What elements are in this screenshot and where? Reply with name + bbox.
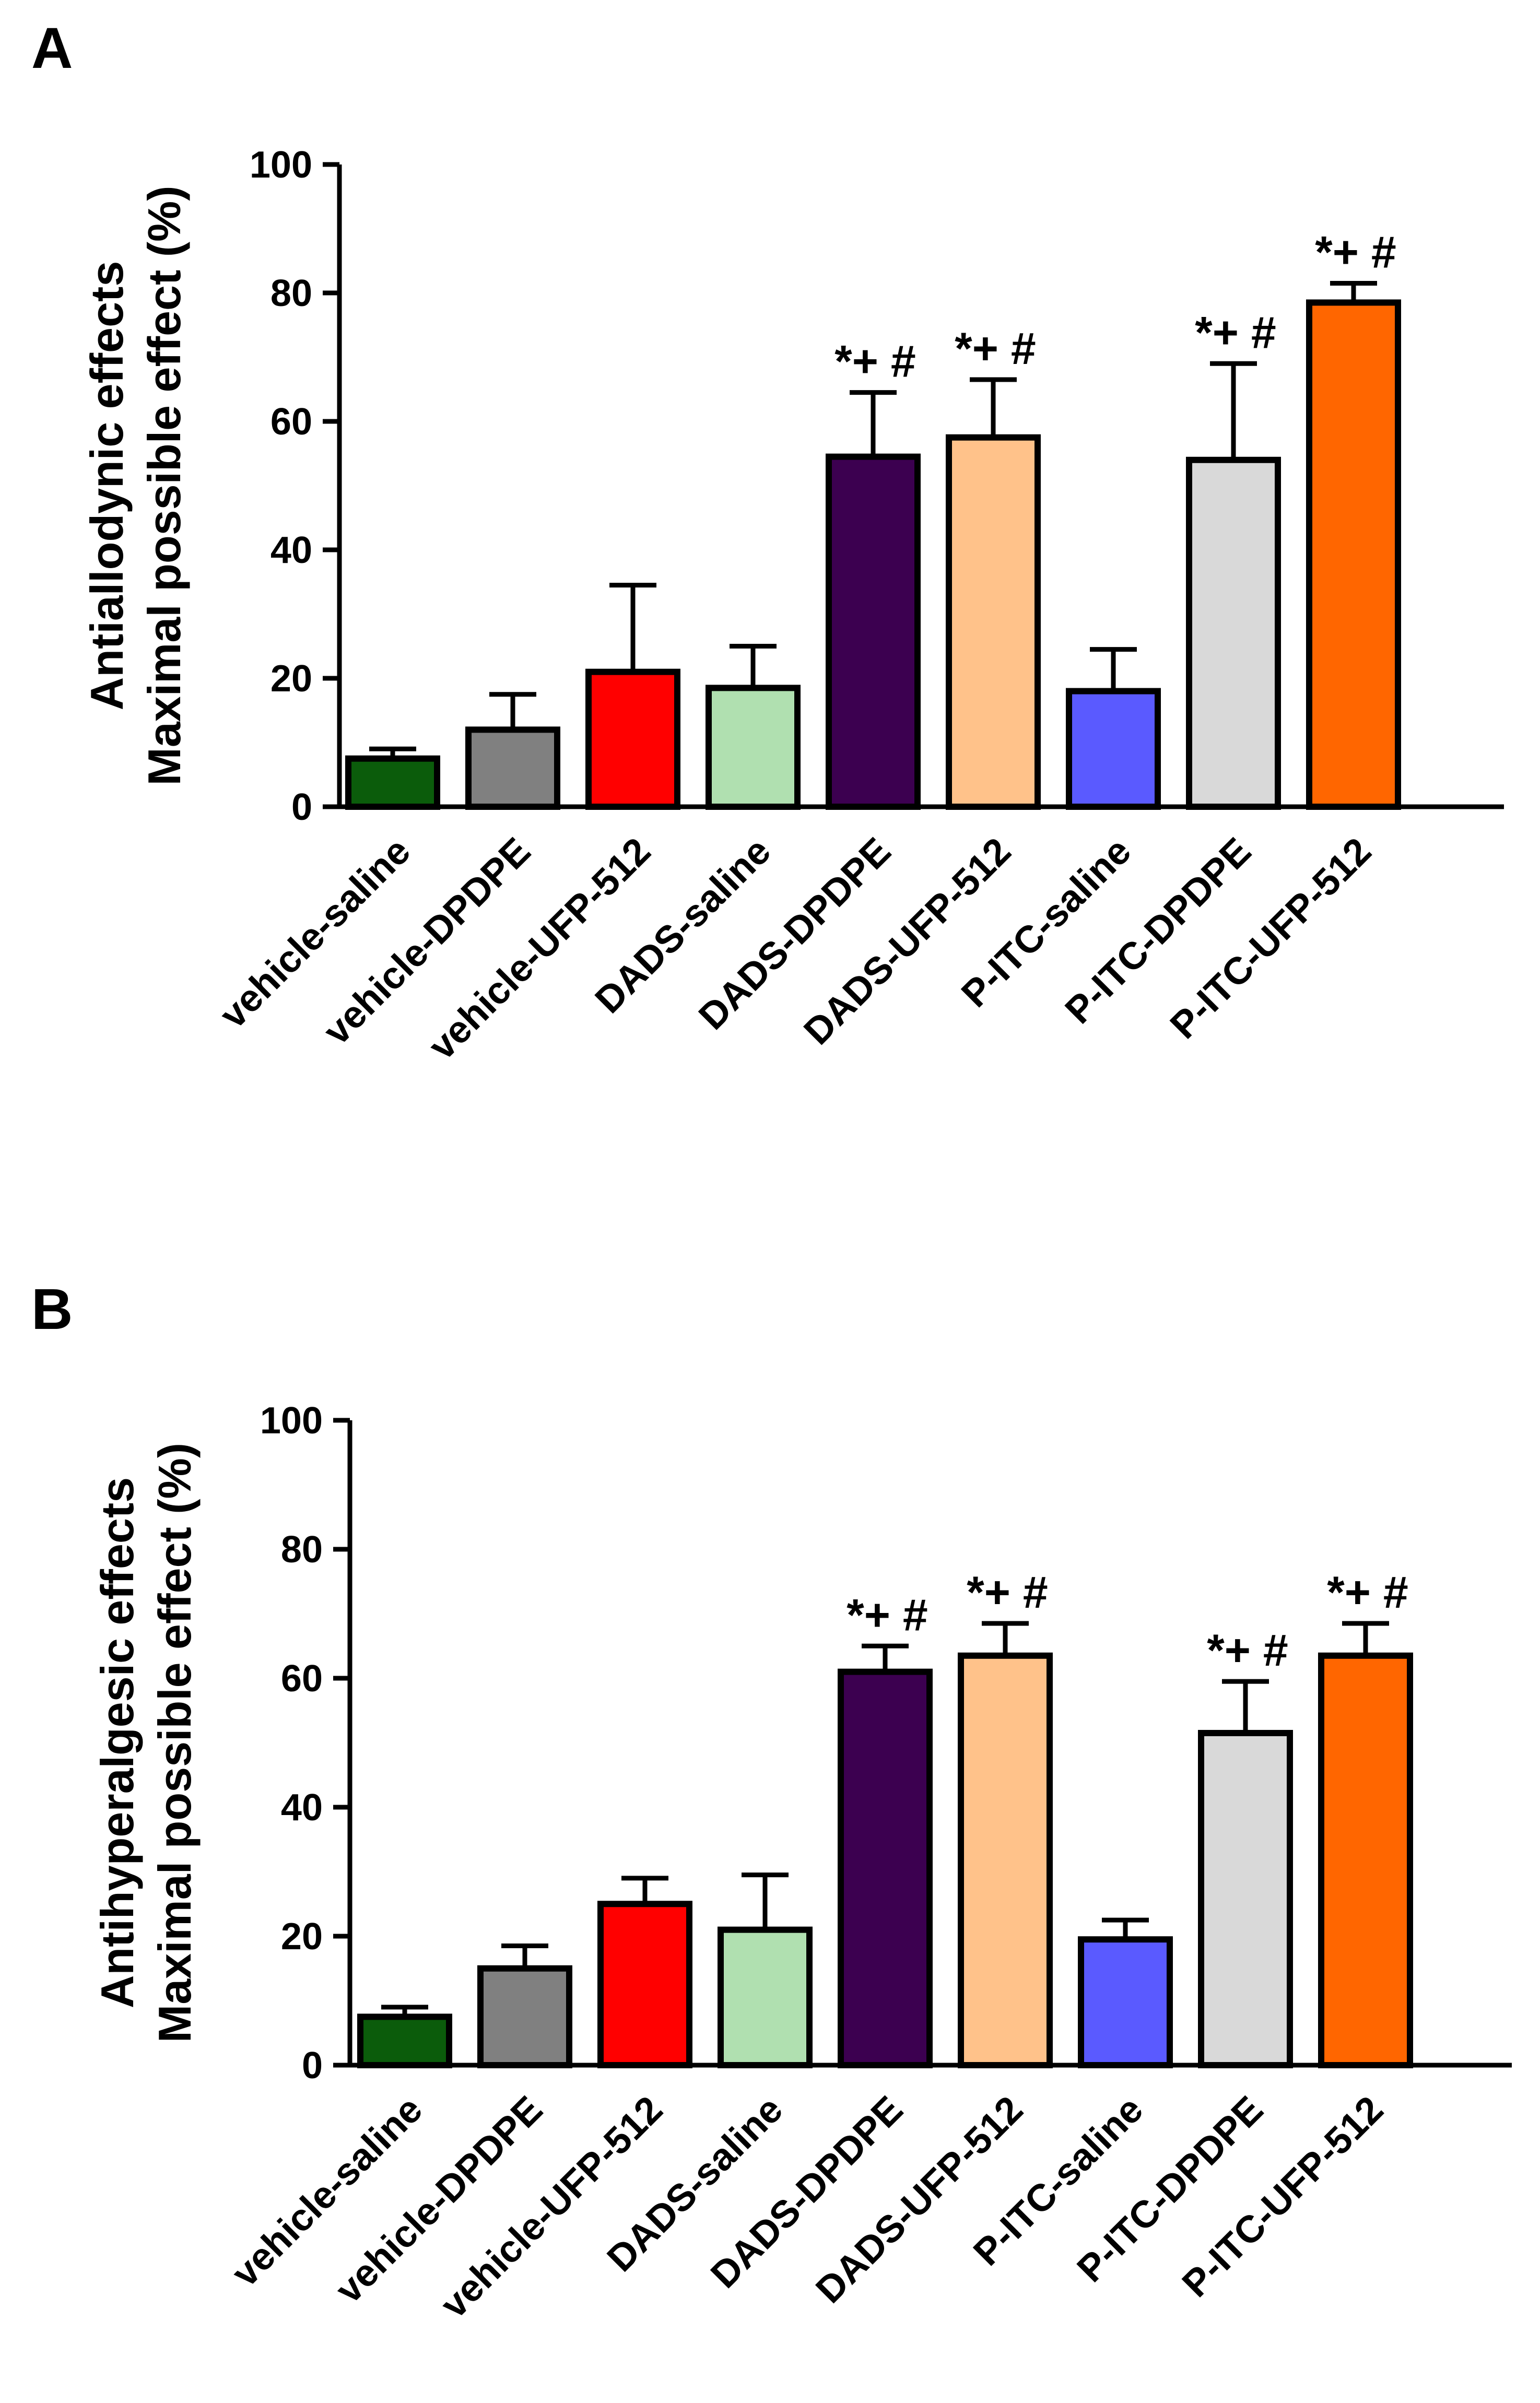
bar-DADS-saline [706,685,801,810]
y-axis-label-line-2: Maximal possible effect (%) [149,1443,201,2043]
bar-vehicle-DPDPE [477,1965,572,2068]
significance-DADS-DPDPE: *+ # [834,337,915,387]
bar-DADS-saline [718,1926,813,2068]
y-tick-label-0: 0 [302,2045,323,2087]
y-tick-label-20: 20 [271,658,312,700]
x-tick-label-DADS-UFP-512: DADS-UFP-512 [808,2088,1031,2311]
y-tick-label-80: 80 [281,1529,323,1571]
y-axis-label-line-1: Antiallodynic effects [81,261,133,711]
panel-letter-a: A [31,16,73,80]
significance-DADS-UFP-512: *+ # [955,324,1036,374]
bar-DADS-DPDPE [838,1668,933,2068]
x-tick-label-DADS-UFP-512: DADS-UFP-512 [796,830,1019,1053]
y-tick-label-100: 100 [260,1400,323,1442]
x-tick-label-vehicle-DPDPE: vehicle-DPDPE [315,830,538,1053]
y-axis-label-line-2: Maximal possible effect (%) [138,185,190,785]
bar-vehicle-DPDPE [465,726,560,810]
bar-P-ITC-saline [1066,688,1161,810]
y-tick-label-0: 0 [291,786,312,828]
x-tick-label-vehicle-UFP-512: vehicle-UFP-512 [420,830,659,1068]
y-tick-label-60: 60 [281,1658,323,1700]
y-axis-label-line-1: Antihyperalgesic effects [91,1477,143,2008]
bar-vehicle-UFP-512 [597,1901,692,2068]
x-tick-label-vehicle-UFP-512: vehicle-UFP-512 [432,2088,671,2326]
x-tick-label-P-ITC-UFP-512: P-ITC-UFP-512 [1162,830,1380,1047]
chart-panel-a: Antiallodynic effects Maximal possible ef… [81,144,1504,1068]
bar-P-ITC-DPDPE [1198,1729,1293,2069]
bar-DADS-UFP-512 [958,1652,1053,2068]
significance-DADS-DPDPE: *+ # [847,1590,927,1640]
x-tick-label-P-ITC-UFP-512: P-ITC-UFP-512 [1174,2088,1392,2305]
y-tick-label-80: 80 [271,273,312,314]
bar-P-ITC-UFP-512 [1318,1652,1413,2068]
y-tick-label-40: 40 [281,1787,323,1829]
bar-vehicle-saline [345,755,440,810]
bar-DADS-DPDPE [826,453,921,810]
bar-P-ITC-DPDPE [1186,456,1281,810]
bar-P-ITC-saline [1078,1936,1173,2069]
bar-DADS-UFP-512 [946,434,1041,810]
significance-P-ITC-DPDPE: *+ # [1207,1625,1288,1676]
bar-P-ITC-UFP-512 [1306,299,1401,810]
significance-P-ITC-DPDPE: *+ # [1195,308,1276,358]
significance-P-ITC-UFP-512: *+ # [1315,228,1396,278]
y-tick-label-40: 40 [271,529,312,571]
panel-letter-b: B [31,1277,73,1341]
y-tick-label-100: 100 [250,144,312,186]
significance-DADS-UFP-512: *+ # [967,1568,1048,1618]
bar-vehicle-saline [357,2013,452,2068]
y-tick-label-60: 60 [271,401,312,443]
significance-P-ITC-UFP-512: *+ # [1327,1568,1408,1618]
y-tick-label-20: 20 [281,1916,323,1958]
x-tick-label-vehicle-DPDPE: vehicle-DPDPE [327,2088,550,2311]
bar-vehicle-UFP-512 [585,668,680,810]
chart-panel-b: Antihyperalgesic effects Maximal possible… [91,1400,1512,2326]
